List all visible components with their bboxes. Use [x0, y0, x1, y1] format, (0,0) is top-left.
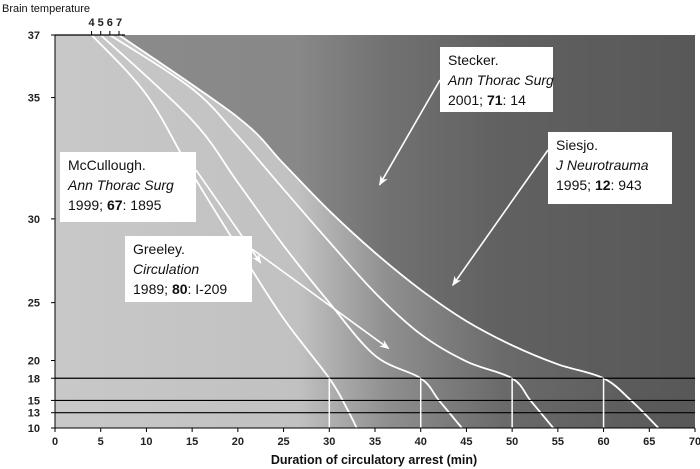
- x-tick-label: 5: [98, 436, 104, 448]
- x-axis-title: Duration of circulatory arrest (min): [271, 453, 477, 467]
- x-tick-label: 10: [140, 436, 152, 448]
- x-tick-label: 35: [369, 436, 381, 448]
- x-tick-label: 55: [552, 436, 564, 448]
- top-tick-label: 7: [116, 17, 122, 29]
- y-tick-label: 25: [28, 298, 40, 310]
- annotation-journal: Ann Thorac Surg: [67, 177, 174, 193]
- x-tick-label: 50: [506, 436, 518, 448]
- annotation-2: Siesjo. J Neurotrauma 1995; 12: 943: [452, 132, 672, 287]
- x-tick-label: 65: [643, 436, 655, 448]
- y-tick-label: 30: [28, 214, 40, 226]
- y-tick-label: 10: [28, 423, 40, 435]
- annotation-citation: 1989; 80: I-209: [133, 281, 227, 297]
- annotation-citation: 1995; 12: 943: [556, 177, 642, 193]
- annotation-author: Stecker.: [448, 52, 499, 68]
- y-tick-label: 15: [28, 395, 40, 407]
- annotation-author: Greeley.: [133, 241, 185, 257]
- top-tick-label: 6: [107, 17, 113, 29]
- annotation-box: [60, 152, 196, 222]
- annotation-box: [440, 47, 553, 112]
- x-tick-label: 60: [597, 436, 609, 448]
- annotation-author: McCullough.: [68, 157, 146, 173]
- annotation-box: [548, 132, 672, 204]
- series-curve-3: [109, 34, 554, 429]
- y-tick-label: 18: [28, 373, 40, 385]
- annotation-citation: 1999; 67: 1895: [68, 197, 162, 213]
- annotation-arrow: [452, 149, 549, 287]
- x-tick-label: 15: [186, 436, 198, 448]
- annotation-author: Siesjo.: [556, 137, 598, 153]
- top-tick-label: 4: [89, 17, 96, 29]
- x-tick-label: 45: [460, 436, 472, 448]
- annotation-citation: 2001; 71: 14: [448, 92, 526, 108]
- annotation-arrow: [251, 248, 390, 350]
- annotation-3: McCullough. Ann Thorac Surg 1999; 67: 1895: [60, 152, 262, 264]
- x-tick-label: 70: [689, 436, 700, 448]
- annotation-4: Greeley. Circulation 1989; 80: I-209: [125, 236, 390, 350]
- y-tick-label: 13: [28, 408, 40, 420]
- annotation-1: Stecker. Ann Thorac Surg 2001; 71: 14: [378, 47, 554, 186]
- annotation-journal: J Neurotrauma: [555, 157, 649, 173]
- y-axis-title: Brain temperature: [2, 3, 90, 15]
- y-tick-label: 35: [28, 93, 40, 105]
- top-tick-label: 5: [98, 17, 104, 29]
- x-tick-label: 20: [232, 436, 244, 448]
- x-tick-label: 25: [277, 436, 289, 448]
- series-curve-2: [100, 34, 463, 429]
- annotation-journal: Ann Thorac Surg: [447, 72, 554, 88]
- y-tick-label: 20: [28, 355, 40, 367]
- x-tick-label: 0: [52, 436, 58, 448]
- annotation-journal: Circulation: [133, 261, 199, 277]
- annotation-box: [125, 236, 252, 302]
- annotation-arrow: [378, 79, 441, 186]
- x-tick-label: 30: [323, 436, 335, 448]
- x-tick-label: 40: [415, 436, 427, 448]
- y-tick-label: 37: [28, 30, 40, 42]
